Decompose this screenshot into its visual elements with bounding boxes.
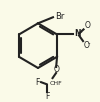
Text: O: O	[85, 21, 91, 30]
Text: O: O	[84, 41, 90, 50]
Text: O: O	[54, 65, 60, 74]
Text: N: N	[74, 29, 80, 38]
Text: +: +	[77, 30, 82, 35]
Text: CHF: CHF	[50, 81, 62, 86]
Text: F: F	[45, 92, 49, 101]
Text: -: -	[88, 41, 90, 47]
Text: F: F	[35, 78, 39, 87]
Text: Br: Br	[55, 12, 64, 21]
